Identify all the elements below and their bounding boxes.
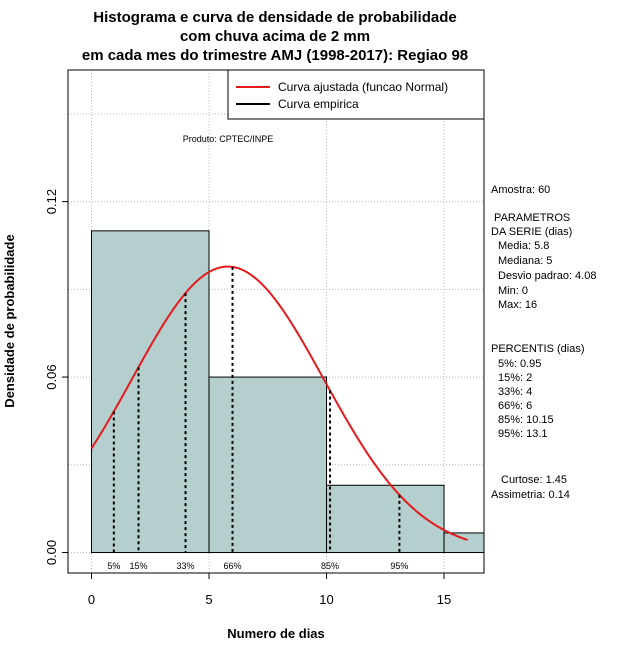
stat-assimetria: Assimetria: 0.14 — [491, 489, 570, 501]
legend-label-empirical: Curva empirica — [278, 97, 359, 111]
statistics-panel: Amostra: 60 PARAMETROS DA SERIE (dias) M… — [491, 184, 596, 501]
legend-box — [227, 69, 485, 120]
y-tick-label: 0.00 — [44, 540, 59, 565]
percentile-lines — [112, 266, 401, 553]
y-tick-label: 0.06 — [44, 364, 59, 389]
stat-desvio: Desvio padrao: 4.08 — [498, 270, 596, 282]
chart-title-line-3: em cada mes do trimestre AMJ (1998-2017)… — [82, 47, 468, 64]
stat-p33: 33%: 4 — [498, 386, 532, 398]
legend-label-fit: Curva ajustada (funcao Normal) — [278, 80, 448, 94]
x-tick-label: 0 — [88, 592, 95, 607]
stat-media: Media: 5.8 — [498, 240, 549, 252]
stat-p85: 85%: 10.15 — [498, 414, 554, 426]
x-axis-label: Numero de dias — [227, 626, 325, 641]
stat-serie-title: DA SERIE (dias) — [491, 226, 572, 238]
legend: Curva ajustada (funcao Normal) Curva emp… — [227, 69, 485, 120]
stat-parametros-title: PARAMETROS — [491, 212, 570, 224]
y-tick-label: 0.12 — [44, 189, 59, 214]
stat-percentis-title: PERCENTIS (dias) — [491, 343, 585, 355]
x-tick-label: 10 — [319, 592, 333, 607]
percentile-label: 15% — [130, 561, 148, 571]
y-axis-label: Densidade de probabilidade — [2, 234, 17, 407]
percentile-label: 5% — [107, 561, 120, 571]
histogram-bar — [326, 484, 445, 554]
stat-p66: 66%: 6 — [498, 400, 532, 412]
percentile-label: 66% — [224, 561, 242, 571]
histogram-bars — [91, 230, 485, 554]
stat-p15: 15%: 2 — [498, 372, 532, 384]
stat-p5: 5%: 0.95 — [498, 358, 541, 370]
normal-fit-curve — [90, 265, 468, 541]
chart-title-line-2: com chuva acima de 2 mm — [180, 28, 370, 45]
stat-amostra: Amostra: 60 — [491, 184, 550, 196]
x-axis: 0 5 10 15 — [88, 572, 451, 607]
y-axis: 0.00 0.06 0.12 — [44, 189, 69, 565]
histogram-bar — [208, 376, 328, 554]
percentile-label: 95% — [390, 561, 408, 571]
product-label: Produto: CPTEC/INPE — [183, 134, 274, 144]
histogram-bar — [91, 230, 210, 554]
stat-curtose: Curtose: 1.45 — [501, 474, 567, 486]
stat-p95: 95%: 13.1 — [498, 428, 548, 440]
stat-mediana: Mediana: 5 — [498, 255, 552, 267]
chart-title-line-1: Histograma e curva de densidade de proba… — [93, 9, 456, 26]
x-tick-label: 15 — [437, 592, 451, 607]
stat-max: Max: 16 — [498, 299, 537, 311]
histogram-bar — [443, 532, 485, 554]
percentile-labels: 5% 15% 33% 66% 85% 95% — [107, 561, 408, 571]
x-tick-label: 5 — [205, 592, 212, 607]
percentile-label: 33% — [177, 561, 195, 571]
stat-min: Min: 0 — [498, 285, 528, 297]
percentile-label: 85% — [321, 561, 339, 571]
